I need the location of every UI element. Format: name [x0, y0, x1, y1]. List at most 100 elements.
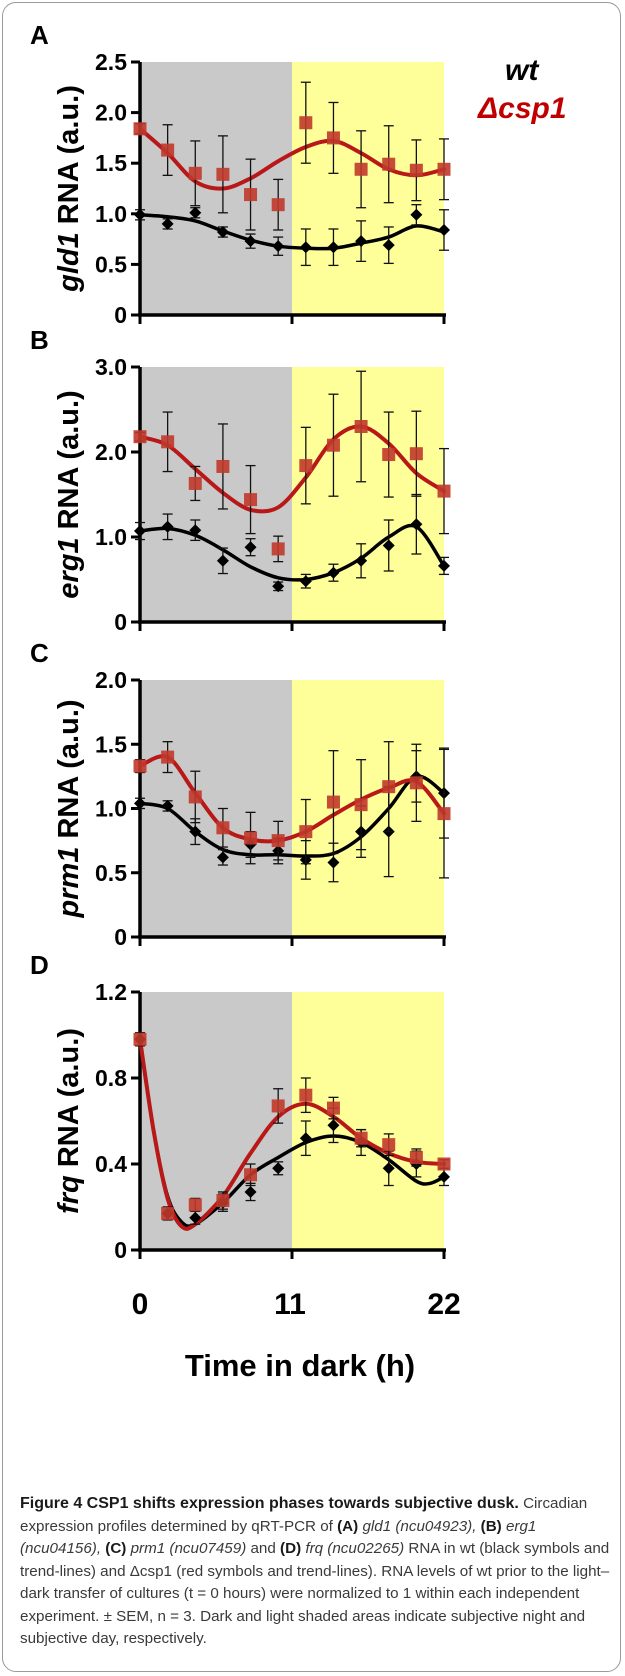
dcsp1-point	[382, 780, 396, 794]
wt-point	[244, 235, 257, 248]
night-shading	[140, 367, 292, 622]
dcsp1-point	[188, 166, 202, 180]
caption-text-1: Circadian expression profiles determined…	[20, 1495, 588, 1535]
caption-ref-c: (C)	[105, 1540, 127, 1557]
dcsp1-point	[299, 825, 313, 839]
wt-point	[272, 240, 285, 253]
panel-label: D	[30, 950, 49, 980]
y-axis-gene: gld1	[53, 232, 85, 293]
y-axis-unit: RNA (a.u.)	[53, 699, 85, 846]
y-tick-label: 0.5	[95, 251, 127, 277]
dcsp1-point	[354, 162, 368, 176]
dcsp1-point	[271, 198, 285, 212]
wt-point	[189, 825, 202, 838]
dcsp1-point	[437, 162, 451, 176]
wt-point	[327, 856, 340, 869]
wt-point	[327, 1119, 340, 1132]
y-tick-label: 2.5	[95, 49, 127, 75]
dcsp1-point	[382, 448, 396, 462]
wt-point	[327, 241, 340, 254]
dcsp1-point	[244, 493, 258, 507]
wt-point	[161, 799, 174, 812]
y-tick-label: 1.5	[95, 731, 127, 757]
dcsp1-point	[354, 798, 368, 812]
dcsp1-point	[326, 795, 340, 809]
wt-point	[355, 554, 368, 567]
wt-point	[272, 1162, 285, 1175]
dcsp1-point	[437, 807, 451, 821]
dcsp1-point	[354, 420, 368, 433]
dcsp1-point	[382, 157, 396, 171]
dcsp1-point	[133, 759, 147, 773]
dcsp1-point	[271, 542, 285, 556]
wt-point	[161, 520, 174, 533]
wt-point	[272, 580, 285, 593]
dcsp1-point	[216, 1194, 230, 1208]
dcsp1-point	[188, 790, 202, 804]
wt-point	[189, 524, 202, 537]
dcsp1-point	[188, 476, 202, 490]
dcsp1-point	[271, 834, 285, 848]
legend-dcsp1: Δcsp1	[477, 92, 567, 125]
x-tick-22: 22	[427, 1288, 460, 1321]
y-tick-label: 1.0	[95, 201, 127, 227]
y-tick-label: 0	[114, 1237, 127, 1263]
dcsp1-point	[161, 435, 175, 449]
wt-point	[161, 217, 174, 230]
caption-ref-b: (B)	[480, 1517, 502, 1535]
wt-point	[299, 241, 312, 254]
caption-ref-d: (D)	[280, 1540, 302, 1557]
dcsp1-point	[437, 484, 451, 498]
figure-caption: Figure 4 CSP1 shifts expression phases t…	[20, 1493, 610, 1651]
x-tick-11: 11	[274, 1288, 306, 1321]
y-tick-label: 0.8	[95, 1065, 127, 1091]
dcsp1-point	[188, 1198, 202, 1212]
day-shading	[292, 992, 444, 1250]
y-tick-label: 1.0	[95, 796, 127, 822]
wt-point	[327, 566, 340, 579]
y-axis-gene: frq	[53, 1175, 85, 1214]
wt-trend-line	[138, 523, 446, 582]
dcsp1-point	[133, 1032, 147, 1046]
x-tick-0: 0	[132, 1288, 149, 1321]
caption-gene-c: prm1 (ncu07459)	[126, 1540, 247, 1557]
y-axis-unit: RNA (a.u.)	[53, 1028, 85, 1175]
panel-label: C	[30, 638, 49, 668]
wt-point	[410, 518, 423, 531]
day-shading	[292, 680, 444, 937]
wt-point	[382, 1162, 395, 1175]
wt-point	[410, 208, 423, 221]
y-tick-label: 1.0	[95, 524, 127, 550]
dcsp1-point	[409, 447, 423, 461]
y-tick-label: 0	[114, 302, 127, 328]
wt-point	[244, 541, 257, 554]
dcsp1-point	[326, 438, 340, 452]
wt-point	[299, 575, 312, 588]
dcsp1-point	[133, 430, 147, 444]
dcsp1-point	[133, 122, 147, 136]
dcsp1-point	[216, 459, 230, 473]
dcsp1-point	[244, 1168, 258, 1182]
panel-label: A	[30, 20, 49, 50]
caption-gene-d: frq (ncu02265)	[301, 1540, 405, 1557]
y-tick-label: 1.5	[95, 150, 127, 176]
wt-point	[189, 206, 202, 219]
wt-point	[438, 1170, 450, 1183]
wt-point	[134, 208, 146, 221]
dcsp1-point	[326, 1101, 340, 1115]
wt-point	[134, 525, 146, 538]
wt-point	[438, 223, 450, 236]
night-shading	[140, 680, 292, 937]
dcsp1-point	[271, 1099, 285, 1113]
y-tick-label: 2.0	[95, 667, 127, 693]
dcsp1-point	[382, 1138, 396, 1152]
legend-wt: wt	[505, 54, 540, 87]
dcsp1-point	[244, 831, 258, 845]
dcsp1-point	[354, 1131, 368, 1145]
y-tick-label: 2.0	[95, 439, 127, 465]
wt-point	[355, 235, 368, 248]
y-tick-label: 0.5	[95, 860, 127, 886]
y-axis-gene: prm1	[53, 847, 85, 919]
